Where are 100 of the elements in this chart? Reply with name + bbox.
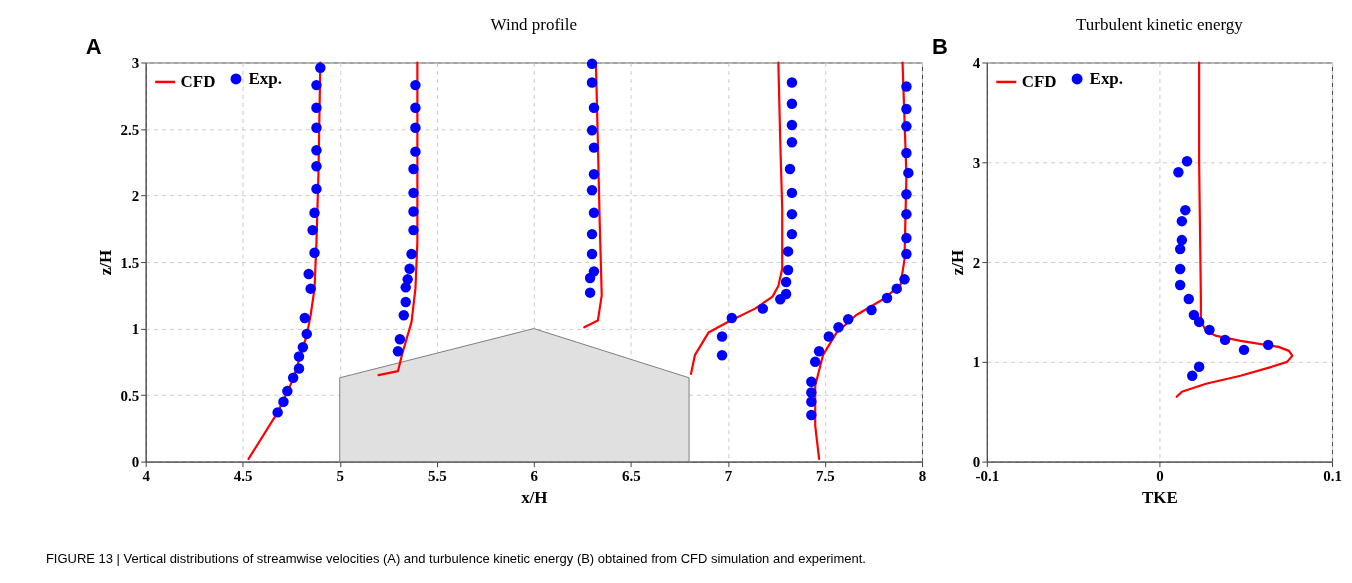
point [400,296,411,308]
point [272,407,283,418]
text: B [931,33,948,59]
legend-label: CFD [180,71,216,91]
point [309,207,320,219]
y-tick-label: 3 [972,154,981,171]
line-series [377,61,419,377]
point [410,122,421,133]
y-tick-label: 2 [972,254,981,271]
point [293,351,305,362]
point [782,246,794,257]
line-series [1175,61,1294,398]
point [757,303,769,314]
point [410,146,421,157]
point [586,58,598,70]
point [293,363,305,374]
point [315,62,326,74]
point [311,161,322,172]
x-axis-title: TKE [1142,488,1178,508]
point [406,248,417,260]
point [1174,243,1186,255]
point [813,345,825,357]
point [586,77,598,88]
point [786,77,798,88]
point [394,333,406,345]
point [775,294,786,305]
x-tick-label: 6.5 [622,468,641,485]
x-tick-label: 5.5 [427,468,447,485]
caption: FIGURE 13 | Vertical distributions of streamwise velocities (A) and turbulence kinetic energy (B) obtained from CFD simulation and experiment. [45,551,866,567]
x-tick-label: 7 [724,468,733,485]
point [584,272,596,284]
point [278,396,289,407]
point [899,274,910,285]
point [891,283,902,294]
point [408,187,419,199]
point [901,147,912,159]
point [1173,167,1184,178]
point [410,79,421,91]
point [726,312,737,324]
point [586,125,598,136]
point [1174,279,1186,291]
point [806,387,817,398]
y-tick-label: 1 [972,354,981,371]
point [806,376,817,388]
point [782,264,794,276]
y-tick-label: 2 [131,188,140,205]
y-tick-label: 1.5 [120,254,140,271]
point [1262,339,1274,351]
point [716,349,728,361]
legend-label: Exp. [1089,68,1124,88]
y-tick-label: 3 [131,54,140,71]
point [408,224,419,236]
x-tick-label: 5 [336,468,344,485]
point [307,224,318,236]
point [866,304,877,316]
point [282,385,293,397]
point [400,282,411,293]
point [398,310,410,321]
point [901,103,912,115]
point [842,314,854,325]
point [1219,334,1231,346]
point [408,163,419,175]
point [903,167,914,179]
x-tick-label: 0.1 [1323,468,1342,485]
chart-title: Turbulent kinetic energy [1076,14,1244,34]
y-tick-label: 4 [972,54,981,71]
point [901,188,912,200]
point [311,122,322,133]
point [303,268,314,280]
x-tick-label: 4 [142,468,151,485]
point [806,409,817,421]
point [809,356,821,368]
point [309,247,320,258]
x-axis-title: x/H [521,488,548,508]
point [901,232,912,244]
legend-label: Exp. [248,68,282,88]
point [299,312,311,324]
point [586,184,598,196]
point [311,79,322,91]
point [311,102,322,113]
text: A [85,33,102,59]
point [786,228,798,240]
y-axis-title: z/H [947,249,967,276]
point [588,102,600,113]
point [786,187,798,199]
point [833,322,844,333]
point [305,283,316,294]
x-tick-label: -0.1 [975,468,1000,485]
y-axis-title: z/H [95,249,115,276]
point [786,119,798,131]
point [588,142,600,153]
point [1188,309,1200,321]
point [408,206,419,217]
chart-title: Wind profile [490,14,578,34]
point [287,372,299,384]
point [297,341,309,353]
point [311,145,322,156]
point [1186,370,1198,382]
y-tick-label: 0 [131,454,140,471]
point [392,345,404,357]
